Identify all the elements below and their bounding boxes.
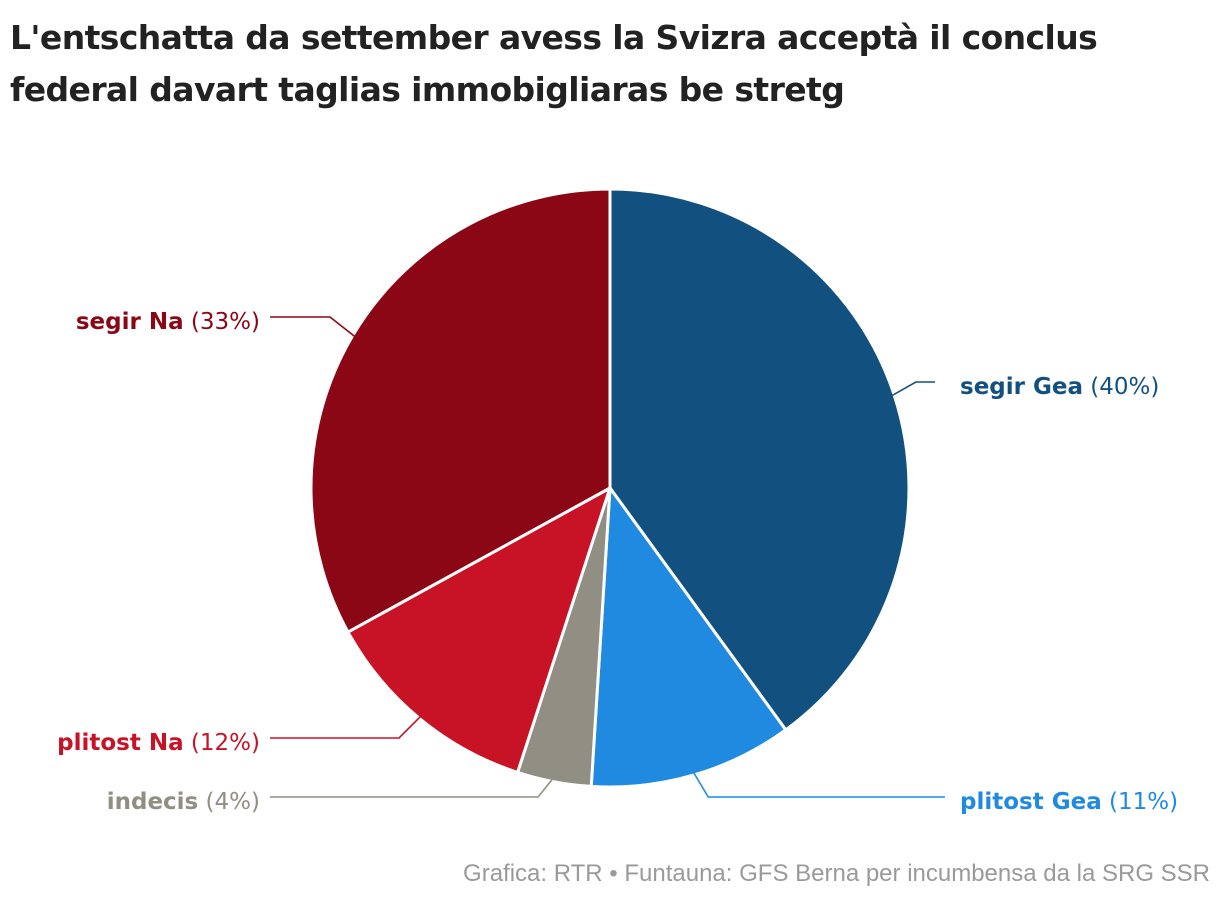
slice-label: segir Na (33%) [76, 309, 260, 335]
chart-title: L'entschatta da settember avess la Svizr… [10, 18, 1098, 109]
slice-label-percent: (33%) [184, 309, 260, 335]
pie-slice-segir-gea [608, 187, 911, 732]
source-note: Grafica: RTR • Funtauna: GFS Berna per i… [463, 860, 1210, 887]
slice-label-name: plitost Na [57, 730, 184, 756]
slice-label-name: plitost Gea [960, 789, 1102, 815]
slice-label: segir Gea (40%) [960, 374, 1159, 400]
slice-label: plitost Na (12%) [57, 730, 260, 756]
slice-label: plitost Gea (11%) [960, 789, 1178, 815]
pie-slice-plitost-gea [589, 486, 788, 789]
slice-label: indecis (4%) [107, 789, 260, 815]
leader-line [270, 316, 359, 340]
leader-line [270, 775, 556, 798]
leader-line [691, 768, 945, 798]
slice-label-percent: (40%) [1083, 374, 1159, 400]
slice-label-percent: (4%) [198, 789, 260, 815]
slice-label-percent: (11%) [1102, 789, 1178, 815]
slice-label-percent: (12%) [184, 730, 260, 756]
slice-label-name: segir Na [76, 309, 184, 335]
leader-line [888, 381, 935, 399]
leader-line [270, 713, 424, 739]
slice-label-name: indecis [107, 789, 199, 815]
slice-label-name: segir Gea [960, 374, 1083, 400]
